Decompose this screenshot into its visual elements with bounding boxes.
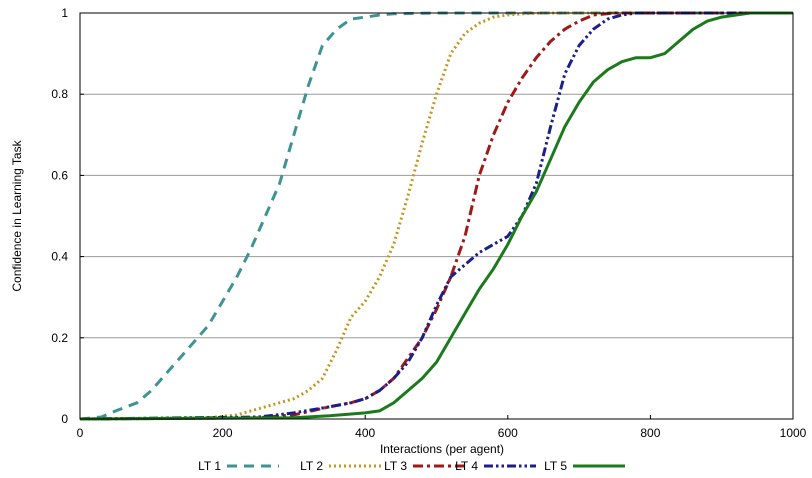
legend-label-lt3: LT 3 — [384, 459, 407, 473]
series-line-lt1 — [79, 11, 793, 421]
y-tick-label-4: 0.8 — [51, 87, 68, 101]
x-tick-label-3: 600 — [498, 426, 518, 440]
x-tick-label-4: 800 — [640, 426, 660, 440]
y-tick-label-2: 0.4 — [51, 250, 68, 264]
y-tick-label-3: 0.6 — [51, 168, 68, 182]
x-tick-label-0: 0 — [77, 426, 84, 440]
grid — [80, 93, 793, 339]
legend-label-lt1: LT 1 — [198, 459, 221, 473]
series-line-lt4 — [79, 11, 793, 421]
y-axis-label: Confidence in Learning Task — [10, 139, 24, 291]
x-tick-label-5: 1000 — [780, 426, 807, 440]
series-line-lt5 — [79, 11, 793, 421]
x-axis-label: Interactions (per agent) — [380, 442, 504, 456]
legend-label-lt4: LT 4 — [455, 459, 478, 473]
series-line-lt2 — [79, 11, 793, 421]
legend-label-lt5: LT 5 — [544, 459, 567, 473]
x-tick-label-2: 400 — [355, 426, 375, 440]
y-tick-label-5: 1 — [61, 6, 68, 20]
legend: LT 1 LT 2 LT 3 LT 4 LT 5 — [198, 459, 625, 473]
legend-label-lt2: LT 2 — [300, 459, 323, 473]
y-tick-label-1: 0.2 — [51, 331, 68, 345]
y-tick-label-0: 0 — [61, 412, 68, 426]
plot-frame — [79, 12, 794, 420]
series-layer — [79, 11, 793, 421]
x-tick-label-1: 200 — [213, 426, 233, 440]
axis-ticks: 0 200 400 600 800 1000 0 0.2 0.4 0.6 0.8 1 — [51, 6, 806, 440]
series-line-lt3 — [79, 11, 793, 421]
